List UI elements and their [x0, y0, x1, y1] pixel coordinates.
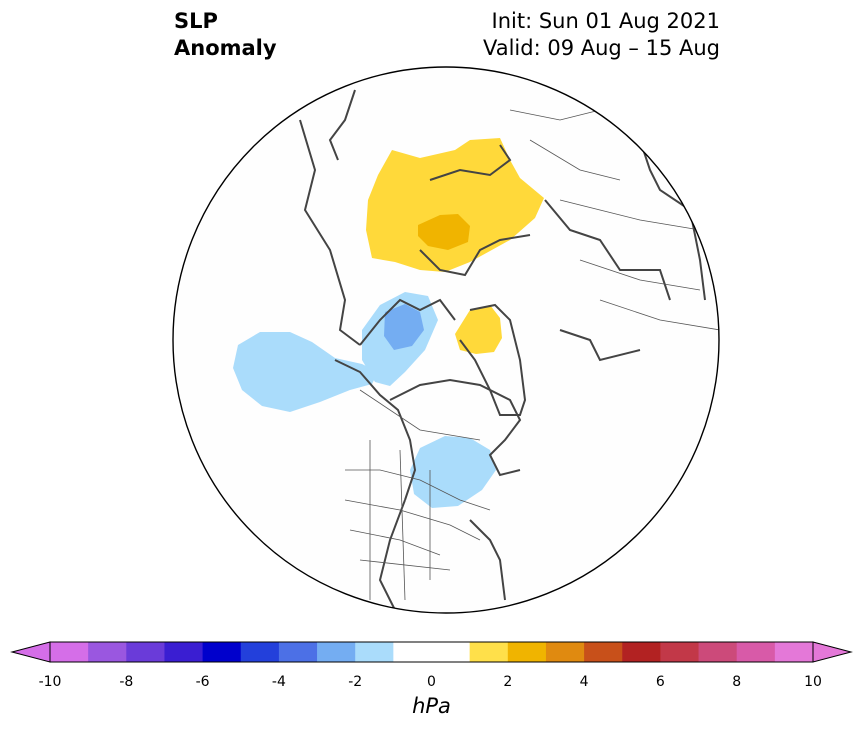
colorbar-cell: [507, 642, 547, 662]
colorbar-tick-label: 6: [655, 674, 665, 690]
colorbar-tick-label: 4: [579, 674, 589, 690]
colorbar-cell: [240, 642, 280, 662]
colorbar-cell: [278, 642, 318, 662]
anomaly-negative-beaufort-core: [384, 304, 424, 350]
plot-title: SLP Anomaly: [174, 8, 277, 62]
colorbar-cell: [355, 642, 394, 662]
colorbar-unit-label: hPa: [412, 694, 451, 718]
colorbar-cell: [545, 642, 585, 662]
colorbar-tick-label: 8: [732, 674, 742, 690]
colorbar-cell: [317, 642, 356, 662]
valid-range: Valid: 09 Aug – 15 Aug: [482, 36, 720, 60]
colorbar-tick-label: 0: [427, 674, 436, 690]
colorbar-cell: [736, 642, 776, 662]
colorbar-tick-label: -2: [348, 674, 363, 690]
colorbar-cell: [88, 642, 127, 662]
title-line-1: SLP: [174, 9, 218, 33]
colorbar-cell: [469, 642, 509, 662]
colorbar-cell: [622, 642, 661, 662]
colorbar-extend-min: [10, 641, 51, 663]
colorbar: [10, 641, 853, 663]
polar-map: [172, 66, 720, 614]
country-borders: [344, 109, 719, 601]
colorbar-cell: [50, 642, 89, 662]
colorbar-cell: [431, 642, 471, 662]
colorbar-extend-max: [812, 641, 853, 663]
colorbar-cell: [660, 642, 700, 662]
colorbar-tick-label: -4: [271, 674, 286, 690]
colorbar-tick-label: -10: [38, 674, 62, 690]
colorbar-tick-label: -8: [119, 674, 134, 690]
anomaly-positive-greenland: [455, 305, 502, 354]
init-date: Init: Sun 01 Aug 2021: [491, 9, 720, 33]
anomaly-positive-scandinavia-core: [418, 214, 470, 250]
anomaly-negative-hudson: [410, 436, 496, 508]
title-line-2: Anomaly: [174, 36, 277, 60]
colorbar-cell: [164, 642, 204, 662]
colorbar-cell: [584, 642, 623, 662]
map-boundary: [172, 66, 720, 614]
colorbar-cell: [202, 642, 242, 662]
anomaly-positive-scandinavia: [366, 138, 544, 272]
colorbar-cells: [50, 642, 814, 662]
colorbar-frame: [49, 641, 814, 663]
colorbar-cell: [698, 642, 738, 662]
colorbar-tick-label: -6: [195, 674, 210, 690]
coastlines: [299, 89, 706, 611]
colorbar-cell: [774, 642, 814, 662]
colorbar-cell: [393, 642, 432, 662]
colorbar-tick-label: 10: [804, 674, 822, 690]
anomaly-negative-pacific: [233, 332, 378, 412]
colorbar-tick-label: 2: [503, 674, 513, 690]
anomaly-fields: [233, 138, 544, 508]
forecast-dates: Init: Sun 01 Aug 2021 Valid: 09 Aug – 15…: [483, 8, 720, 62]
map-disc: [173, 67, 719, 613]
colorbar-cell: [126, 642, 165, 662]
